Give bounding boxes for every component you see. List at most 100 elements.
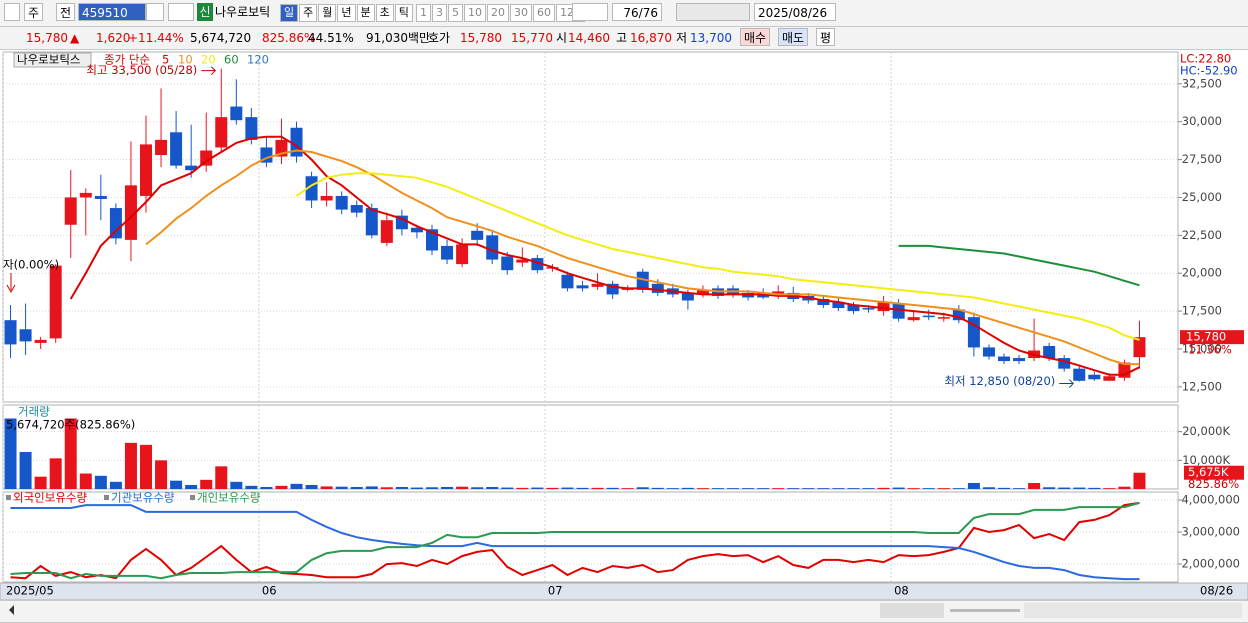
volume-bar bbox=[79, 473, 92, 489]
volume-bar bbox=[967, 482, 980, 489]
y-tick-label: 12,500 bbox=[1182, 379, 1222, 393]
legend-item: 20 bbox=[201, 53, 216, 67]
candle-body bbox=[1088, 374, 1101, 380]
sell-button[interactable]: 매도 bbox=[778, 28, 809, 46]
volume-bar bbox=[290, 483, 303, 489]
volume-bar bbox=[847, 488, 860, 489]
legend-item: 외국인보유수량 bbox=[13, 491, 87, 505]
candle-body bbox=[486, 235, 499, 260]
volume-pct: 825.86% bbox=[262, 31, 316, 45]
candle-body bbox=[34, 339, 47, 343]
legend-title: 나우로보틱스 bbox=[17, 53, 80, 67]
annotation-arrow bbox=[201, 66, 216, 76]
interval-button[interactable]: 10 bbox=[464, 4, 486, 22]
candle-body bbox=[1073, 368, 1086, 381]
marker-arrow bbox=[6, 273, 16, 294]
interval-button[interactable]: 30 bbox=[510, 4, 532, 22]
legend-item: 60 bbox=[224, 53, 239, 67]
volume-bar bbox=[1028, 482, 1041, 489]
volume-bar bbox=[1013, 488, 1026, 489]
dropdown[interactable] bbox=[146, 3, 164, 21]
scroll-left[interactable] bbox=[4, 605, 14, 615]
count-input[interactable]: 76/76 bbox=[612, 3, 662, 21]
volume-bar bbox=[546, 487, 559, 489]
volume-bar bbox=[230, 481, 243, 489]
code-input[interactable]: 459510 bbox=[78, 3, 146, 21]
new-badge: 신 bbox=[197, 3, 213, 21]
candle-body bbox=[516, 259, 529, 263]
buy-button[interactable]: 매수 bbox=[740, 28, 771, 46]
volume-bar bbox=[456, 486, 469, 489]
tool-icons[interactable] bbox=[676, 3, 750, 21]
candle-body bbox=[952, 309, 965, 321]
annotation-arrow bbox=[1059, 379, 1074, 388]
prev-button[interactable]: 전 bbox=[56, 3, 76, 21]
period-button[interactable]: 틱 bbox=[394, 4, 413, 22]
candle-body bbox=[937, 317, 950, 319]
turnover: 44.51% bbox=[308, 31, 354, 45]
period-button[interactable]: 주 bbox=[299, 4, 318, 22]
volume-bar bbox=[531, 487, 544, 489]
legend-item: 120 bbox=[247, 53, 269, 67]
volume-bar bbox=[606, 487, 619, 489]
candle-body bbox=[140, 144, 152, 196]
zoom-slider[interactable] bbox=[950, 609, 1020, 612]
interval-button[interactable]: 3 bbox=[432, 4, 447, 22]
legend-swatch bbox=[104, 495, 109, 500]
market-select[interactable]: 주 bbox=[24, 3, 44, 21]
candle-body bbox=[561, 274, 574, 289]
volume-bar bbox=[998, 487, 1010, 489]
search-icon[interactable] bbox=[168, 3, 194, 21]
volume-bar bbox=[982, 487, 995, 489]
volume-bar bbox=[1043, 487, 1056, 489]
volume-bar bbox=[1103, 488, 1116, 489]
empty-input[interactable] bbox=[572, 3, 608, 21]
interval-button[interactable]: 20 bbox=[487, 4, 509, 22]
period-button[interactable]: 초 bbox=[375, 4, 394, 22]
interval-button[interactable]: 1 bbox=[416, 4, 431, 22]
volume-pct: 825.86% bbox=[1188, 477, 1239, 491]
volume-bar bbox=[410, 487, 423, 489]
volume-bar bbox=[365, 486, 378, 489]
volume-bar bbox=[576, 487, 589, 489]
candle-body bbox=[681, 292, 694, 301]
volume-bar bbox=[19, 452, 32, 489]
volume-bar bbox=[49, 458, 62, 489]
candle-body bbox=[245, 117, 258, 140]
interval-button[interactable]: 60 bbox=[533, 4, 555, 22]
candle-body bbox=[94, 195, 107, 199]
candle-body bbox=[155, 139, 168, 156]
candle-body bbox=[185, 165, 198, 171]
period-button[interactable]: 일 bbox=[280, 4, 299, 22]
x-tick-label: 06 bbox=[262, 584, 277, 598]
date-input[interactable]: 2025/08/26 bbox=[754, 3, 836, 21]
eval-button[interactable]: 평 bbox=[816, 28, 836, 46]
low: 13,700 bbox=[690, 31, 732, 45]
nav-buttons[interactable] bbox=[880, 603, 944, 618]
x-axis-bar bbox=[0, 582, 1248, 601]
volume-bar bbox=[666, 488, 679, 489]
volume-bar bbox=[109, 481, 122, 489]
volume-bar bbox=[787, 488, 800, 489]
tool-icons[interactable] bbox=[1024, 603, 1242, 618]
volume-bar bbox=[471, 487, 484, 489]
period-button[interactable]: 분 bbox=[356, 4, 375, 22]
stock-name: 나우로보틱 bbox=[215, 5, 271, 19]
candle-body bbox=[380, 220, 393, 243]
candle-body bbox=[441, 245, 454, 260]
interval-button[interactable]: 5 bbox=[448, 4, 463, 22]
series-line bbox=[295, 172, 1140, 341]
candle-body bbox=[1013, 358, 1026, 362]
panel bbox=[2, 404, 1179, 490]
period-button[interactable]: 월 bbox=[318, 4, 337, 22]
candle-body bbox=[817, 298, 830, 306]
period-button[interactable]: 년 bbox=[337, 4, 356, 22]
volume-bar bbox=[124, 442, 137, 489]
candle-body bbox=[1043, 345, 1056, 359]
candle-body bbox=[982, 347, 995, 357]
y-tick-label: 17,500 bbox=[1182, 304, 1222, 318]
menu-icon[interactable] bbox=[4, 3, 20, 21]
